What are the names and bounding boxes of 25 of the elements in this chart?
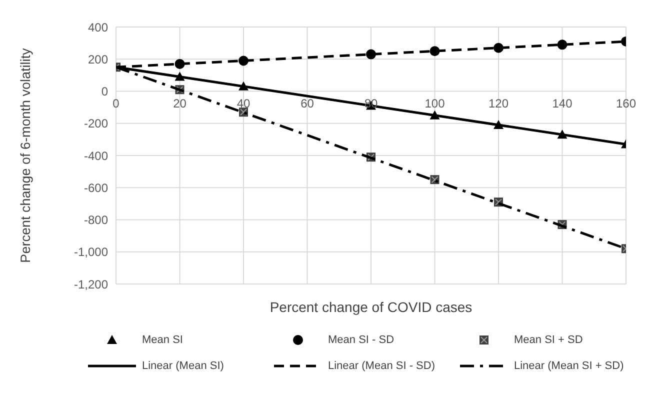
legend-label: Mean SI - SD (328, 334, 394, 346)
legend-label: Linear (Mean SI - SD) (328, 360, 435, 372)
y-tick-label: -1,000 (74, 245, 108, 260)
y-tick-label: -800 (84, 213, 108, 228)
y-tick-label: -1,200 (74, 277, 108, 292)
legend-label: Mean SI + SD (514, 334, 583, 346)
y-tick-label: 0 (101, 84, 108, 99)
y-tick-label: 200 (88, 52, 108, 66)
y-tick-label: -600 (84, 180, 108, 195)
legend-label: Mean SI (142, 334, 183, 346)
y-tick-label: 400 (88, 20, 108, 34)
x-tick-label: 40 (236, 96, 250, 110)
x-tick-label: 100 (424, 96, 446, 110)
y-tick-label: -200 (84, 116, 108, 131)
x-tick-label: 60 (300, 96, 314, 110)
x-axis-title: Percent change of COVID cases (270, 299, 472, 315)
x-tick-label: 0 (112, 96, 120, 110)
legend-label: Linear (Mean SI) (142, 360, 224, 372)
x-tick-label: 160 (616, 96, 636, 110)
x-tick-label: 140 (552, 96, 573, 110)
legend-label: Linear (Mean SI + SD) (514, 360, 624, 372)
y-axis-title: Percent change of 6-month volatility (18, 48, 33, 263)
x-tick-label: 20 (173, 96, 187, 110)
x-tick-label: 120 (488, 96, 509, 110)
y-tick-label: -400 (84, 148, 108, 163)
